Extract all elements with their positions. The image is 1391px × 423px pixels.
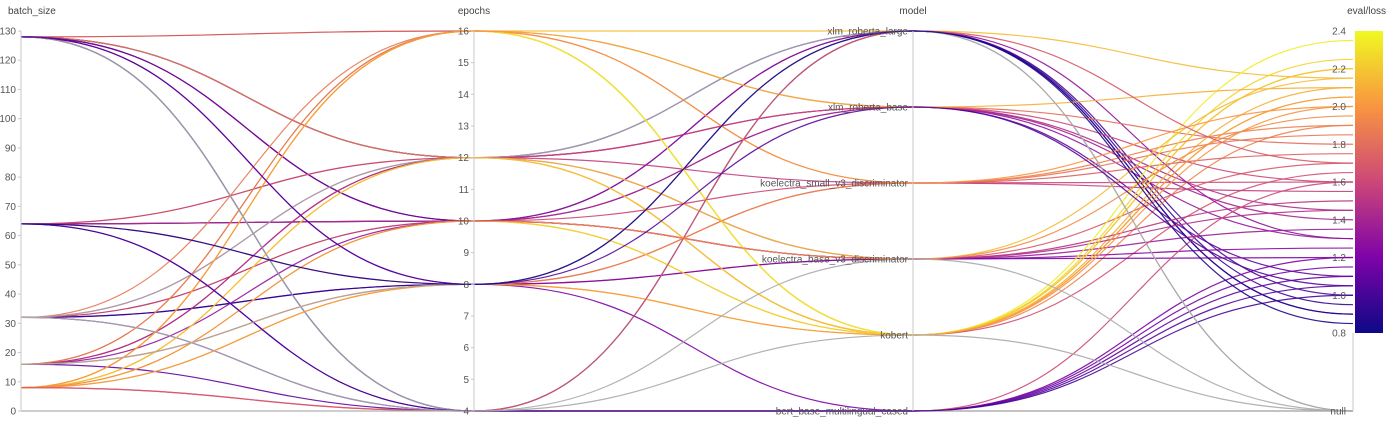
run-line-16[interactable] bbox=[20, 106, 1354, 225]
axis-title: model bbox=[899, 6, 926, 17]
tick-label: 0 bbox=[10, 407, 16, 418]
axis-batch-size[interactable]: batch_size 0 10 20 30 40 50 60 70 80 90 100 110 120 13… bbox=[0, 6, 56, 418]
tick-label: 5 bbox=[463, 375, 469, 386]
tick-label: 2.4 bbox=[1332, 27, 1346, 38]
tick-label: 6 bbox=[463, 343, 469, 354]
tick-label: 0.8 bbox=[1332, 329, 1346, 340]
tick-label: 4 bbox=[463, 407, 469, 418]
tick-label: 90 bbox=[5, 143, 17, 154]
tick-label: 1.2 bbox=[1332, 253, 1346, 264]
tick-label: 100 bbox=[0, 114, 16, 125]
axis-title: epochs bbox=[458, 6, 490, 17]
run-line-49[interactable] bbox=[20, 316, 1354, 412]
tick-label: 12 bbox=[458, 153, 470, 164]
category-label: xlm_roberta_base bbox=[828, 103, 908, 114]
tick-label: 1.4 bbox=[1332, 215, 1346, 226]
tick-label: 11 bbox=[459, 185, 470, 196]
axis-eval-loss[interactable]: eval/loss 0.8 1.0 1.2 1.4 1.6 1.8 2.0 2.2 2.4 null bbox=[1330, 6, 1386, 418]
run-line-14[interactable] bbox=[20, 157, 1354, 225]
axis-title: batch_size bbox=[8, 6, 56, 17]
run-line-12[interactable] bbox=[20, 220, 1354, 260]
axis-epochs[interactable]: epochs 4 5 6 7 8 9 10 11 12 13 14 15 16 bbox=[458, 6, 490, 418]
tick-label: 1.6 bbox=[1332, 178, 1346, 189]
tick-label: 7 bbox=[463, 312, 469, 323]
tick-label: 40 bbox=[5, 290, 17, 301]
axes-layer: batch_size 0 10 20 30 40 50 60 70 80 90 100 110 120 13… bbox=[0, 6, 1386, 418]
run-line-0[interactable] bbox=[20, 30, 1354, 79]
tick-label: 130 bbox=[0, 27, 16, 38]
run-line-5[interactable] bbox=[20, 36, 1354, 412]
run-line-6[interactable] bbox=[20, 36, 1353, 412]
run-line-46[interactable] bbox=[20, 36, 1354, 412]
run-line-7[interactable] bbox=[20, 36, 1354, 336]
tick-label: 9 bbox=[463, 248, 469, 259]
tick-label: 20 bbox=[5, 348, 17, 359]
tick-label: 110 bbox=[0, 85, 16, 96]
run-line-50[interactable] bbox=[20, 36, 1354, 287]
run-line-41[interactable] bbox=[20, 96, 1354, 389]
run-line-29[interactable] bbox=[20, 30, 1354, 365]
polylines-layer bbox=[20, 30, 1354, 412]
run-line-3[interactable] bbox=[20, 36, 1354, 260]
run-line-42[interactable] bbox=[20, 115, 1354, 389]
tick-label: 120 bbox=[0, 56, 16, 67]
axis-title: eval/loss bbox=[1347, 6, 1386, 17]
tick-label: 70 bbox=[5, 202, 17, 213]
axis-model[interactable]: model bert_base_multilingual_cased kobert k… bbox=[760, 6, 926, 418]
run-line-44[interactable] bbox=[20, 30, 1354, 412]
tick-label: 30 bbox=[5, 319, 17, 330]
tick-label: 1.8 bbox=[1332, 140, 1346, 151]
tick-label: 50 bbox=[5, 260, 17, 271]
tick-label: 2.2 bbox=[1332, 64, 1346, 75]
tick-label: 14 bbox=[458, 90, 470, 101]
category-label: xlm_roberta_large bbox=[827, 27, 908, 38]
tick-label: 10 bbox=[5, 377, 17, 388]
colorbar bbox=[1355, 31, 1383, 333]
run-line-51[interactable] bbox=[20, 30, 1354, 325]
category-label: bert_base_multilingual_cased bbox=[776, 407, 908, 418]
tick-label: 16 bbox=[458, 27, 470, 38]
tick-label: 10 bbox=[458, 217, 470, 228]
run-line-47[interactable] bbox=[20, 223, 1354, 412]
category-label: koelectra_small_v3_discriminator bbox=[760, 179, 909, 190]
tick-label: 2.0 bbox=[1332, 102, 1346, 113]
tick-label: 13 bbox=[458, 122, 470, 133]
null-label: null bbox=[1330, 407, 1346, 418]
category-label: koelectra_base_v3_discriminator bbox=[762, 255, 909, 266]
category-label: kobert bbox=[880, 331, 908, 342]
tick-label: 15 bbox=[458, 58, 470, 69]
run-line-40[interactable] bbox=[20, 77, 1354, 389]
tick-label: 60 bbox=[5, 231, 17, 242]
tick-label: 8 bbox=[463, 280, 469, 291]
tick-label: 80 bbox=[5, 173, 17, 184]
tick-label: 1.0 bbox=[1332, 291, 1346, 302]
